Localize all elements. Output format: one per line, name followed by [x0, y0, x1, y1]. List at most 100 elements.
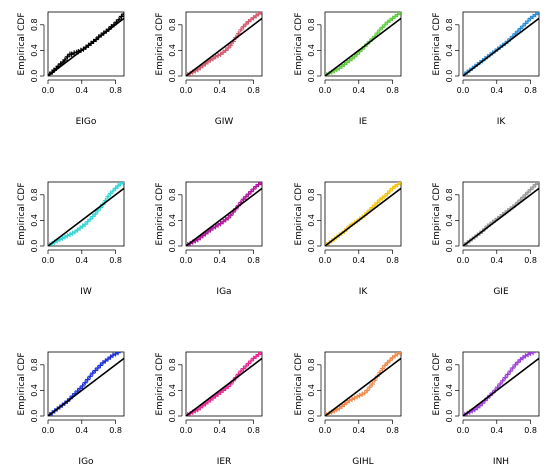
- plot-content: [186, 182, 262, 246]
- data-point: [248, 189, 254, 195]
- y-tick-label: 0.8: [30, 188, 39, 201]
- x-tick-label: 0.0: [319, 86, 332, 95]
- reference-line: [186, 357, 262, 416]
- reference-line: [325, 357, 401, 416]
- data-point: [364, 387, 370, 393]
- x-axis-title: GIHL: [352, 457, 373, 467]
- data-point: [515, 28, 521, 34]
- x-tick-label: 0.8: [524, 426, 537, 435]
- x-tick-label: 0.0: [180, 86, 193, 95]
- data-point: [387, 188, 393, 194]
- data-point: [387, 357, 393, 363]
- y-tick-label: 0.8: [445, 358, 454, 371]
- y-tick-label: 0.0: [445, 240, 454, 253]
- y-tick-label: 0.0: [168, 70, 177, 83]
- x-tick-label: 0.0: [319, 256, 332, 265]
- x-tick-label: 0.0: [180, 256, 193, 265]
- data-point: [525, 189, 531, 195]
- data-point: [397, 12, 401, 16]
- plot-frame: [324, 181, 402, 247]
- data-point: [112, 185, 119, 191]
- x-tick-label: 0.4: [352, 86, 365, 95]
- data-point: [397, 182, 401, 186]
- x-tick-label: 0.8: [109, 426, 122, 435]
- data-point: [238, 27, 244, 33]
- data-point: [240, 196, 247, 202]
- data-point: [248, 358, 254, 364]
- plot-content: [48, 352, 124, 416]
- plot-frame: [47, 351, 125, 417]
- reference-line: [186, 187, 262, 246]
- data-point: [515, 359, 521, 365]
- y-axis-title: Empirical CDF: [155, 12, 165, 75]
- data-point: [107, 190, 114, 197]
- data-point: [115, 352, 121, 356]
- plot-frame: [462, 11, 540, 77]
- data-point: [530, 184, 536, 190]
- data-point: [377, 27, 383, 33]
- data-point: [62, 57, 68, 63]
- plot-content: [325, 182, 401, 246]
- plot-frame: [185, 11, 263, 77]
- x-tick-label: 0.8: [109, 86, 122, 95]
- y-axis-title: Empirical CDF: [155, 352, 165, 415]
- data-point: [512, 362, 518, 368]
- data-point: [120, 182, 124, 186]
- data-point: [372, 202, 378, 208]
- data-point: [243, 363, 249, 369]
- data-point: [85, 376, 91, 383]
- y-axis-title: Empirical CDF: [294, 182, 304, 245]
- data-point: [82, 221, 88, 227]
- data-point: [250, 186, 257, 192]
- y-axis-title: Empirical CDF: [17, 352, 27, 415]
- reference-line: [48, 187, 124, 246]
- y-tick-label: 0.8: [307, 18, 316, 31]
- y-tick-label: 0.0: [307, 410, 316, 423]
- x-tick-label: 0.8: [247, 86, 260, 95]
- plot-frame: [185, 181, 263, 247]
- reference-line: [186, 17, 262, 76]
- data-point: [105, 194, 111, 200]
- data-point: [505, 371, 511, 377]
- data-point: [97, 362, 103, 369]
- data-point: [382, 193, 388, 199]
- plot-content: [186, 12, 262, 76]
- y-tick-label: 0.8: [168, 188, 177, 201]
- y-tick-label: 0.8: [445, 18, 454, 31]
- data-point: [535, 182, 539, 186]
- data-point: [374, 199, 380, 206]
- y-tick-label: 0.4: [307, 214, 316, 227]
- x-tick-label: 0.8: [109, 256, 122, 265]
- data-point: [225, 215, 231, 221]
- data-point: [258, 182, 262, 186]
- data-point: [351, 54, 358, 60]
- x-tick-label: 0.4: [213, 426, 226, 435]
- y-tick-label: 0.4: [30, 384, 39, 397]
- x-axis-title: GIW: [215, 117, 234, 127]
- x-tick-label: 0.8: [386, 86, 399, 95]
- data-point: [80, 383, 86, 389]
- x-tick-label: 0.0: [42, 86, 55, 95]
- y-tick-label: 0.4: [445, 214, 454, 227]
- y-tick-label: 0.0: [168, 410, 177, 423]
- x-tick-label: 0.0: [457, 86, 470, 95]
- y-tick-label: 0.4: [30, 214, 39, 227]
- y-tick-label: 0.8: [445, 188, 454, 201]
- x-axis-title: IK: [359, 287, 369, 297]
- x-tick-label: 0.8: [386, 256, 399, 265]
- y-tick-label: 0.0: [30, 240, 39, 253]
- x-axis-title: IE: [359, 117, 368, 127]
- data-point: [240, 24, 247, 30]
- data-point: [223, 47, 229, 53]
- data-point: [228, 212, 234, 218]
- x-axis-title: IER: [217, 457, 232, 467]
- x-tick-label: 0.4: [213, 86, 226, 95]
- data-point: [258, 352, 262, 356]
- y-tick-label: 0.4: [168, 214, 177, 227]
